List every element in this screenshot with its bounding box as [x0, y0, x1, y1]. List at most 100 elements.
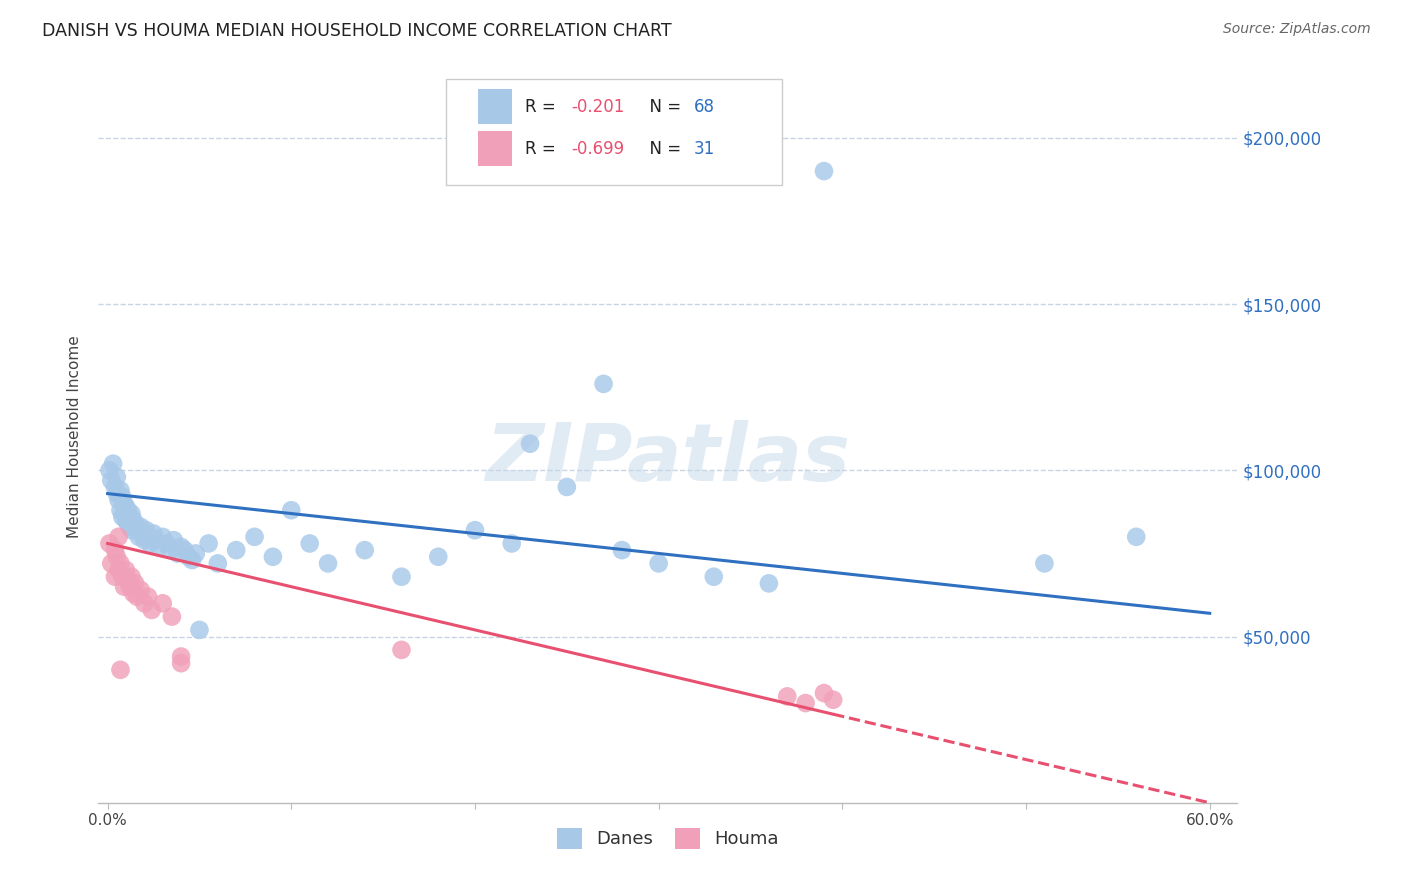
Point	[159, 543, 181, 558]
Point	[117, 516, 139, 531]
Point	[118, 509, 141, 524]
Point	[105, 470, 128, 484]
Point	[647, 557, 669, 571]
Point	[98, 463, 121, 477]
Text: DANISH VS HOUMA MEDIAN HOUSEHOLD INCOME CORRELATION CHART: DANISH VS HOUMA MEDIAN HOUSEHOLD INCOME …	[42, 22, 672, 40]
Point	[592, 376, 614, 391]
FancyBboxPatch shape	[446, 78, 782, 185]
Point	[703, 570, 725, 584]
Text: R =: R =	[526, 140, 561, 158]
Point	[107, 530, 129, 544]
Point	[152, 530, 174, 544]
Point	[111, 509, 134, 524]
Point	[121, 570, 143, 584]
Point	[118, 580, 141, 594]
Point	[112, 507, 135, 521]
Text: ZIPatlas: ZIPatlas	[485, 420, 851, 498]
Point	[121, 523, 143, 537]
Point	[163, 533, 186, 548]
Point	[823, 692, 845, 706]
Point	[111, 490, 134, 504]
Y-axis label: Median Household Income: Median Household Income	[67, 335, 83, 539]
Point	[173, 543, 195, 558]
Point	[145, 533, 167, 548]
Point	[813, 164, 835, 178]
Point	[129, 582, 152, 597]
Point	[122, 586, 145, 600]
Point	[166, 546, 188, 560]
Point	[110, 483, 132, 498]
Point	[117, 503, 139, 517]
Point	[112, 580, 135, 594]
Point	[139, 536, 162, 550]
Point	[124, 516, 146, 531]
Text: N =: N =	[640, 140, 686, 158]
Point	[316, 557, 339, 571]
Point	[555, 480, 578, 494]
Point	[110, 557, 132, 571]
Point	[128, 530, 150, 544]
Point	[160, 609, 183, 624]
Point	[112, 497, 135, 511]
Point	[464, 523, 486, 537]
Point	[115, 500, 138, 514]
Point	[170, 540, 193, 554]
Legend: Danes, Houma: Danes, Houma	[550, 821, 786, 856]
Point	[184, 546, 207, 560]
Point	[134, 596, 156, 610]
Point	[155, 536, 177, 550]
Point	[101, 457, 124, 471]
Point	[142, 526, 165, 541]
Point	[107, 493, 129, 508]
Point	[197, 536, 219, 550]
Text: R =: R =	[526, 98, 561, 116]
Point	[100, 557, 122, 571]
Point	[136, 530, 159, 544]
Point	[148, 540, 170, 554]
Point	[115, 563, 138, 577]
Point	[610, 543, 633, 558]
Point	[118, 520, 141, 534]
Point	[758, 576, 780, 591]
Point	[170, 649, 193, 664]
Point	[776, 690, 799, 704]
Point	[243, 530, 266, 544]
Text: N =: N =	[640, 98, 686, 116]
Point	[115, 513, 138, 527]
Point	[136, 590, 159, 604]
Point	[1033, 557, 1056, 571]
Point	[225, 543, 247, 558]
Point	[152, 596, 174, 610]
Point	[98, 536, 121, 550]
Point	[353, 543, 375, 558]
Point	[177, 549, 200, 564]
Point	[188, 623, 211, 637]
Point	[181, 553, 204, 567]
Point	[104, 480, 127, 494]
Point	[1125, 530, 1147, 544]
Point	[125, 523, 148, 537]
Point	[104, 543, 127, 558]
Bar	[478, 131, 512, 167]
Point	[391, 643, 413, 657]
Bar	[478, 89, 512, 124]
Point	[107, 563, 129, 577]
Text: 31: 31	[695, 140, 716, 158]
Point	[105, 486, 128, 500]
Text: 68: 68	[695, 98, 716, 116]
Point	[170, 656, 193, 670]
Point	[121, 507, 143, 521]
Point	[262, 549, 284, 564]
Point	[110, 503, 132, 517]
Point	[813, 686, 835, 700]
Point	[501, 536, 523, 550]
Point	[280, 503, 302, 517]
Point	[110, 663, 132, 677]
Point	[427, 549, 450, 564]
Point	[135, 523, 157, 537]
Point	[298, 536, 321, 550]
Point	[129, 520, 152, 534]
Point	[207, 557, 229, 571]
Point	[131, 526, 153, 541]
Point	[125, 590, 148, 604]
